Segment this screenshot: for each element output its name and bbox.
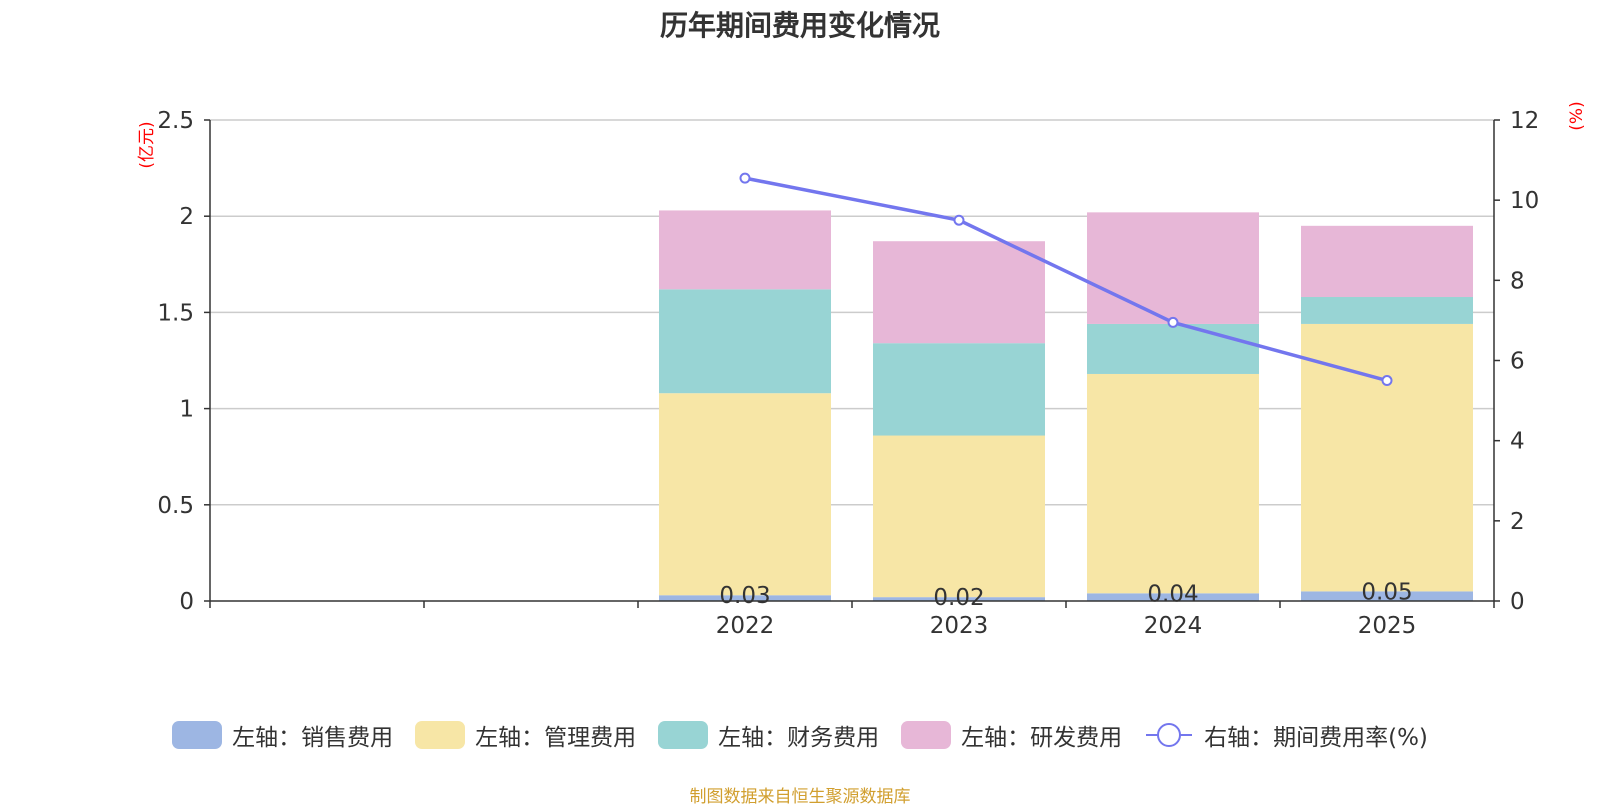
legend-swatch-finance: [658, 721, 709, 749]
bar-admin: [1301, 323, 1473, 592]
legend-swatch-sales: [172, 721, 223, 749]
right-axis-tick-label: 8: [1510, 268, 1525, 294]
legend-swatch-rd: [901, 721, 952, 749]
right-axis-tick-label: 12: [1510, 108, 1539, 134]
left-axis-tick-label: 1.5: [157, 300, 194, 326]
legend-line-rate-icon: [1146, 723, 1193, 747]
bar-sales: [1087, 593, 1259, 601]
right-axis-tick-label: 0: [1510, 589, 1525, 615]
bar-admin: [659, 393, 831, 596]
legend-swatch-admin: [415, 721, 466, 749]
bar-finance: [1087, 323, 1259, 374]
left-axis-tick-label: 1: [179, 397, 194, 423]
legend-label-admin: 左轴：管理费用: [475, 725, 637, 751]
left-axis-tick-label: 2: [179, 204, 194, 230]
right-axis-tick-label: 6: [1510, 349, 1525, 375]
rate-point: [1381, 375, 1393, 387]
data-label-sales: 0.03: [719, 583, 770, 609]
legend-label-finance: 左轴：财务费用: [718, 725, 880, 751]
data-label-sales: 0.05: [1361, 579, 1412, 605]
x-axis-tick-label: 2025: [1358, 613, 1417, 639]
left-axis-tick-label: 0.5: [157, 493, 194, 519]
x-axis-tick-label: 2022: [716, 613, 775, 639]
chart-plot: 0 0.5 1 1.5 2 2.5 0 2 4 6 8 10 12 2022 2023 2024 2025 (亿元…: [137, 101, 1587, 639]
data-label-sales: 0.02: [933, 585, 984, 611]
left-axis-unit: (亿元): [137, 121, 157, 168]
bar-finance: [873, 343, 1045, 436]
bar-rd: [659, 210, 831, 290]
x-axis-tick-label: 2024: [1144, 613, 1203, 639]
bar-admin: [873, 435, 1045, 598]
axes: 0 0.5 1 1.5 2 2.5 0 2 4 6 8 10 12 2022 2023 2024 2025 (亿元…: [137, 101, 1587, 639]
bar-sales: [1301, 591, 1473, 601]
legend: 左轴：销售费用 左轴：管理费用 左轴：财务费用 左轴：研发费用 右轴：期间费用率…: [0, 718, 1600, 752]
legend-label-rd: 左轴：研发费用: [961, 725, 1123, 751]
chart-title: 历年期间费用变化情况: [659, 9, 940, 42]
left-axis-tick-label: 0: [179, 589, 194, 615]
bar-admin: [1087, 373, 1259, 594]
legend-item-finance[interactable]: 左轴：财务费用: [658, 718, 879, 752]
legend-item-rd[interactable]: 左轴：研发费用: [901, 718, 1122, 752]
right-axis-tick-label: 2: [1510, 509, 1525, 535]
rate-line: [739, 172, 1393, 387]
right-axis-tick-label: 4: [1510, 429, 1525, 455]
bar-sales: [873, 597, 1045, 601]
bar-sales: [659, 595, 831, 601]
data-labels: 0.03 0.02 0.04 0.05: [719, 579, 1412, 611]
grid-lines: [210, 119, 1494, 506]
rate-line-path: [744, 176, 1388, 383]
rate-point: [953, 214, 965, 226]
legend-label-rate: 右轴：期间费用率(%): [1204, 725, 1428, 751]
rate-point: [1167, 316, 1179, 328]
legend-item-admin[interactable]: 左轴：管理费用: [415, 718, 636, 752]
bar-rd: [1301, 225, 1473, 298]
bar-rd: [1087, 212, 1259, 324]
bar-finance: [659, 289, 831, 394]
left-axis-tick-label: 2.5: [157, 108, 194, 134]
x-axis-tick-label: 2023: [930, 613, 989, 639]
legend-item-rate[interactable]: 右轴：期间费用率(%): [1144, 718, 1428, 752]
rate-point: [739, 172, 751, 184]
bar-finance: [1301, 297, 1473, 324]
data-label-sales: 0.04: [1147, 581, 1198, 607]
bar-rd: [873, 241, 1045, 344]
right-axis-tick-label: 10: [1510, 188, 1539, 214]
right-axis-unit: (%): [1567, 101, 1587, 130]
bar-stacks: [659, 210, 1473, 601]
legend-label-sales: 左轴：销售费用: [232, 725, 394, 751]
source-note: 制图数据来自恒生聚源数据库: [689, 787, 911, 807]
legend-item-sales[interactable]: 左轴：销售费用: [172, 718, 393, 752]
